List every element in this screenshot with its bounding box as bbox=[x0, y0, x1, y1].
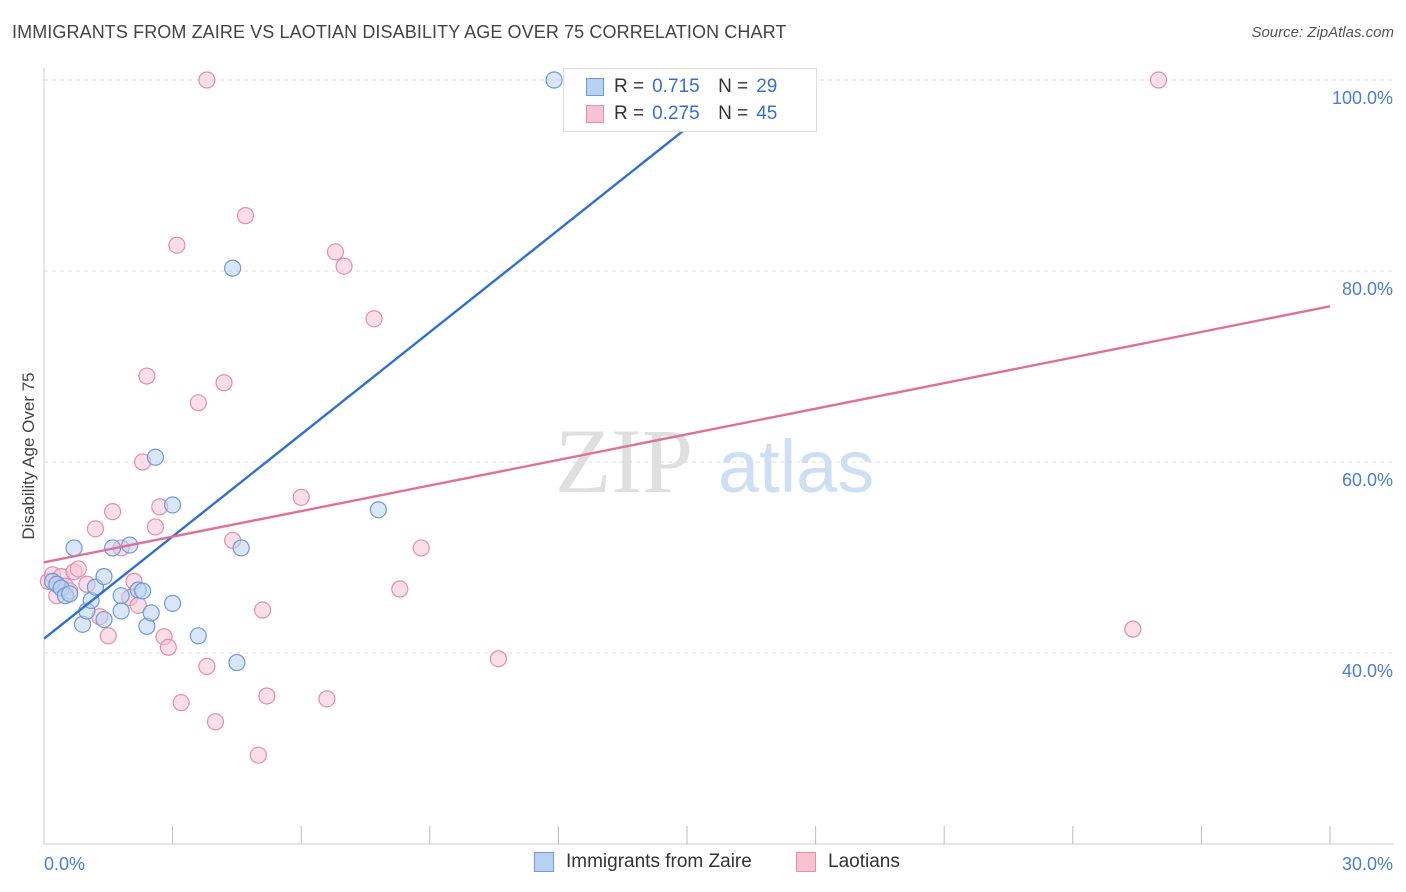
y-tick-label: 80.0% bbox=[1342, 279, 1393, 299]
n-value: 29 bbox=[756, 76, 778, 97]
laotians-point bbox=[258, 687, 276, 705]
watermark: ZIP atlas bbox=[555, 410, 874, 512]
trend-lines bbox=[43, 126, 1331, 640]
gridlines bbox=[44, 79, 1394, 654]
n-value: 45 bbox=[756, 103, 778, 124]
zaire-trend-line bbox=[43, 126, 688, 640]
legend-row-zaire: R = 0.715 N = 29 bbox=[586, 75, 777, 99]
laotians-point bbox=[1149, 71, 1168, 89]
y-axis-label: Disability Age Over 75 bbox=[19, 372, 38, 539]
y-tick-label: 60.0% bbox=[1342, 470, 1393, 490]
laotians-point bbox=[86, 520, 105, 538]
zaire-point bbox=[65, 539, 83, 557]
laotians-point bbox=[198, 71, 216, 89]
zaire-point bbox=[112, 587, 130, 605]
laotians-point bbox=[365, 310, 383, 328]
laotians-point bbox=[103, 503, 122, 521]
r-label: R = bbox=[614, 76, 645, 97]
laotians-point bbox=[292, 488, 310, 506]
zaire-point bbox=[369, 501, 387, 519]
zaire-point bbox=[224, 259, 242, 277]
laotians-point bbox=[69, 560, 87, 578]
zaire-point bbox=[146, 448, 165, 466]
x-tick-label: 0.0% bbox=[44, 854, 85, 874]
laotians-points bbox=[39, 71, 1168, 764]
laotians-point bbox=[249, 746, 267, 764]
zaire-point bbox=[142, 604, 160, 622]
zaire-point bbox=[61, 585, 79, 603]
tick-labels: 40.0% 60.0% 80.0% 100.0% 0.0% 30.0% bbox=[44, 88, 1393, 874]
n-label: N = bbox=[718, 103, 749, 124]
zaire-point bbox=[133, 582, 152, 600]
laotians-point bbox=[159, 638, 177, 656]
x-tick-label: 30.0% bbox=[1342, 854, 1393, 874]
y-tick-label: 40.0% bbox=[1342, 661, 1393, 681]
zaire-swatch bbox=[534, 852, 554, 872]
n-label: N = bbox=[718, 76, 749, 97]
r-label: R = bbox=[614, 103, 645, 124]
laotians-point bbox=[138, 367, 156, 385]
zaire-point bbox=[189, 627, 207, 645]
stats-legend: R = 0.715 N = 29 R = 0.275 N = 45 bbox=[563, 68, 817, 132]
laotians-point bbox=[391, 580, 409, 598]
legend-row-laotians: R = 0.275 N = 45 bbox=[586, 102, 777, 126]
laotians-point bbox=[215, 374, 233, 392]
zaire-point bbox=[95, 567, 113, 586]
zaire-point bbox=[164, 594, 182, 612]
laotians-point bbox=[254, 601, 272, 619]
watermark-atlas: atlas bbox=[718, 425, 874, 508]
axes bbox=[43, 68, 1394, 845]
laotians-point bbox=[168, 236, 186, 254]
bottom-legend-laotians: Laotians bbox=[796, 851, 900, 873]
zaire-point bbox=[228, 653, 246, 672]
laotians-point bbox=[172, 694, 190, 712]
laotians-point bbox=[189, 394, 207, 412]
laotians-point bbox=[146, 518, 165, 536]
laotians-point bbox=[99, 627, 117, 645]
zaire-points bbox=[43, 71, 563, 672]
chart-title: IMMIGRANTS FROM ZAIRE VS LAOTIAN DISABIL… bbox=[12, 22, 787, 42]
bottom-legend-zaire: Immigrants from Zaire bbox=[534, 851, 752, 873]
y-tick-label: 100.0% bbox=[1332, 88, 1393, 108]
laotians-point bbox=[236, 207, 255, 225]
laotians-point bbox=[326, 243, 345, 261]
source-credit: Source: ZipAtlas.com bbox=[1251, 24, 1394, 41]
laotians-point bbox=[318, 690, 336, 708]
laotians-point bbox=[412, 539, 430, 557]
zaire-swatch bbox=[586, 78, 604, 96]
laotians-trend-line bbox=[43, 305, 1331, 564]
zaire-point bbox=[112, 602, 130, 620]
zaire-point bbox=[164, 496, 182, 514]
zaire-point bbox=[95, 610, 113, 629]
laotians-point bbox=[198, 657, 216, 675]
laotians-swatch bbox=[586, 105, 604, 123]
laotians-point bbox=[1124, 620, 1142, 638]
zaire-point bbox=[232, 539, 250, 557]
watermark-zip: ZIP bbox=[555, 410, 693, 512]
laotians-point bbox=[489, 650, 507, 668]
r-value: 0.275 bbox=[652, 103, 700, 124]
r-value: 0.715 bbox=[652, 76, 700, 97]
laotians-point bbox=[206, 713, 225, 731]
legend-label-zaire: Immigrants from Zaire bbox=[566, 851, 752, 872]
laotians-swatch bbox=[796, 852, 816, 872]
zaire-point bbox=[545, 71, 563, 89]
laotians-point bbox=[335, 257, 353, 275]
legend-label-laotians: Laotians bbox=[828, 851, 900, 872]
